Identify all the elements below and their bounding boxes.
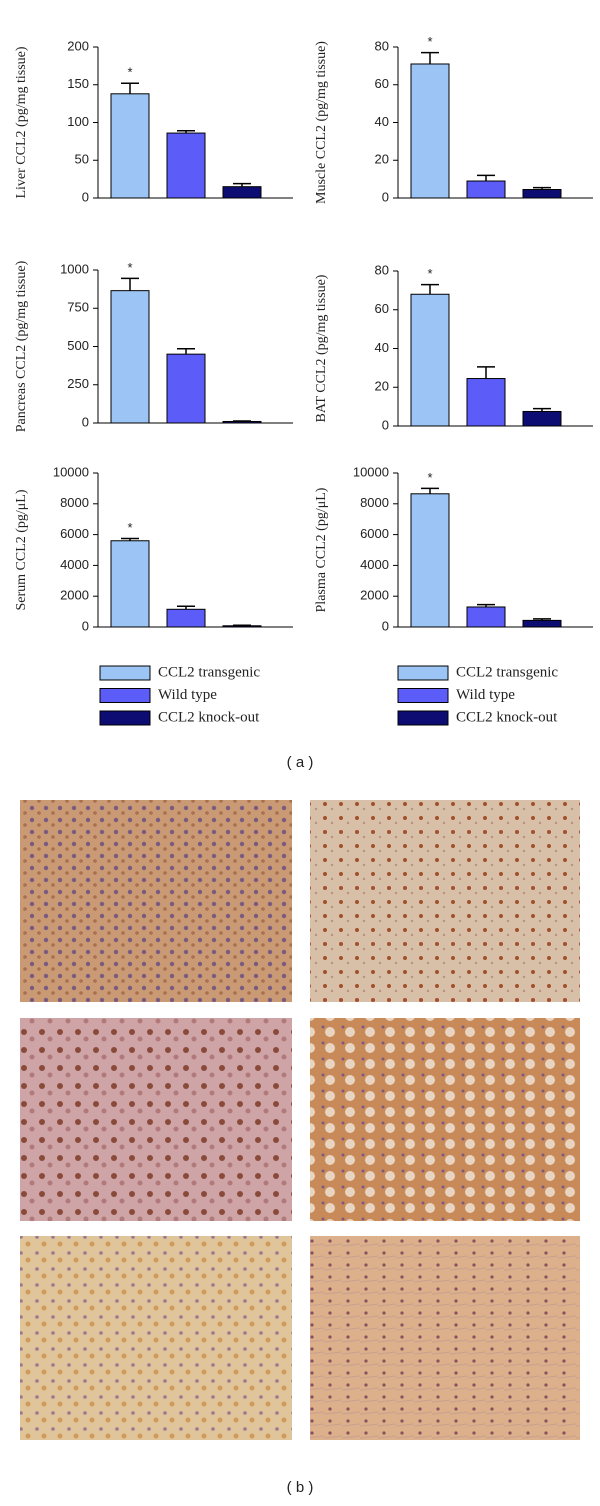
bar bbox=[110, 93, 150, 199]
bar bbox=[222, 420, 262, 424]
bar bbox=[522, 410, 562, 427]
y-axis-label: Serum CCL2 (pg/μL) bbox=[14, 489, 29, 610]
panel-label: ( b ) bbox=[287, 1479, 314, 1496]
y-tick-label: 8000 bbox=[360, 495, 389, 510]
y-tick-label: 4000 bbox=[60, 557, 89, 572]
legend-swatch bbox=[397, 688, 449, 703]
bar bbox=[410, 293, 450, 427]
y-tick-label: 50 bbox=[75, 152, 89, 167]
annotation: * bbox=[427, 34, 432, 49]
legend-label: Wild type bbox=[158, 687, 217, 703]
panel-label: ( a ) bbox=[287, 754, 314, 771]
micrograph bbox=[20, 1236, 292, 1440]
y-tick-label: 0 bbox=[382, 189, 389, 204]
annotation: * bbox=[127, 65, 132, 80]
y-tick-label: 0 bbox=[82, 189, 89, 204]
legend-swatch bbox=[99, 665, 151, 681]
y-tick-label: 40 bbox=[375, 340, 389, 355]
y-tick-label: 0 bbox=[82, 414, 89, 429]
y-tick-label: 2000 bbox=[60, 588, 89, 603]
y-tick-label: 750 bbox=[67, 300, 89, 315]
bar bbox=[222, 625, 262, 628]
micrograph bbox=[20, 800, 292, 1002]
bar bbox=[522, 619, 562, 628]
y-axis-label: BAT CCL2 (pg/mg tissue) bbox=[314, 274, 329, 422]
bar bbox=[166, 608, 206, 628]
y-tick-label: 40 bbox=[375, 114, 389, 129]
y-tick-label: 150 bbox=[67, 76, 89, 91]
y-tick-label: 0 bbox=[382, 417, 389, 432]
micrograph bbox=[310, 800, 580, 1002]
annotation: * bbox=[427, 470, 432, 485]
bar bbox=[222, 186, 262, 199]
y-tick-label: 0 bbox=[82, 618, 89, 633]
legend-swatch bbox=[397, 665, 449, 681]
y-tick-label: 500 bbox=[67, 338, 89, 353]
bar bbox=[466, 606, 506, 628]
y-tick-label: 200 bbox=[67, 38, 89, 53]
y-tick-label: 0 bbox=[382, 618, 389, 633]
bar bbox=[166, 132, 206, 199]
y-tick-label: 60 bbox=[375, 301, 389, 316]
y-tick-label: 2000 bbox=[360, 588, 389, 603]
legend-label: CCL2 knock-out bbox=[158, 709, 260, 725]
y-tick-label: 100 bbox=[67, 114, 89, 129]
y-tick-label: 4000 bbox=[360, 557, 389, 572]
y-tick-label: 80 bbox=[375, 262, 389, 277]
annotation: * bbox=[127, 260, 132, 275]
y-tick-label: 6000 bbox=[360, 526, 389, 541]
bar bbox=[522, 189, 562, 199]
bar bbox=[110, 290, 150, 424]
y-tick-label: 60 bbox=[375, 76, 389, 91]
micrograph bbox=[310, 1018, 580, 1221]
micrograph bbox=[20, 1018, 292, 1221]
legend-label: CCL2 knock-out bbox=[456, 709, 558, 725]
bar bbox=[466, 378, 506, 427]
y-tick-label: 1000 bbox=[60, 261, 89, 276]
y-axis-label: Muscle CCL2 (pg/mg tissue) bbox=[314, 41, 329, 204]
bar bbox=[466, 180, 506, 199]
y-tick-label: 10000 bbox=[53, 464, 89, 479]
legend-swatch bbox=[99, 710, 151, 726]
legend-swatch bbox=[99, 688, 151, 703]
bar bbox=[166, 353, 206, 424]
bar bbox=[410, 493, 450, 628]
annotation: * bbox=[427, 266, 432, 281]
y-tick-label: 250 bbox=[67, 376, 89, 391]
y-axis-label: Plasma CCL2 (pg/μL) bbox=[314, 487, 329, 612]
legend-swatch bbox=[397, 710, 449, 726]
legend-label: CCL2 transgenic bbox=[456, 664, 558, 680]
y-tick-label: 80 bbox=[375, 38, 389, 53]
annotation: * bbox=[127, 520, 132, 535]
bar bbox=[110, 540, 150, 628]
bar bbox=[410, 63, 450, 199]
y-axis-label: Liver CCL2 (pg/mg tissue) bbox=[14, 46, 29, 198]
legend-label: Wild type bbox=[456, 687, 515, 703]
y-tick-label: 20 bbox=[375, 379, 389, 394]
micrograph bbox=[310, 1236, 580, 1440]
y-tick-label: 8000 bbox=[60, 495, 89, 510]
y-tick-label: 10000 bbox=[353, 464, 389, 479]
y-tick-label: 20 bbox=[375, 152, 389, 167]
y-tick-label: 6000 bbox=[60, 526, 89, 541]
y-axis-label: Pancreas CCL2 (pg/mg tissue) bbox=[14, 260, 29, 432]
legend-label: CCL2 transgenic bbox=[158, 664, 260, 680]
